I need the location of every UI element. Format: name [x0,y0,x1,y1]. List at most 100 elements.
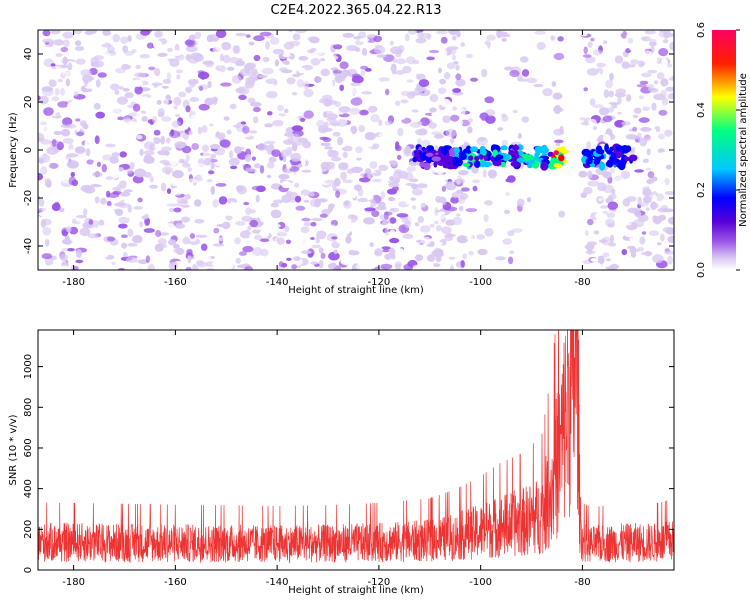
spectrogram-cell [665,164,672,170]
spectrogram-cell [456,48,467,52]
spectrogram-cell [113,208,121,213]
spectrogram-cell [369,161,378,169]
spectrogram-cell [323,121,329,129]
spectrogram-cell [349,87,356,95]
spectrogram-signal-cell [620,145,630,154]
spectrogram-cell [526,196,532,203]
spectrogram-cell [637,247,645,252]
spectrogram-cell [146,42,154,49]
spectrogram-cell [319,37,328,43]
spectrogram-cell [462,253,468,260]
spectrogram-cell [167,239,177,246]
spectrogram-cell [656,72,665,80]
spectrogram-cell [209,143,221,150]
spectrogram-cell [658,133,665,140]
spectrogram-cell [55,66,62,71]
spectrogram-cell [495,135,505,142]
spectrogram-cell [249,219,259,228]
spectrogram-cell [244,65,251,74]
spectrogram-cell [643,102,651,108]
spectrogram-cell [370,114,380,123]
spectrogram-cell [486,34,496,41]
spectrogram-cell [554,139,564,144]
spectrogram-cell [106,200,112,207]
spectrogram-cell [154,265,159,270]
spectrogram-cell [48,71,59,80]
spectrogram-cell [605,79,614,89]
spectrogram-cell [117,96,128,105]
spectrogram-cell [68,51,74,57]
spectrogram-cell [395,69,405,75]
spectrogram-cell [167,47,173,53]
spectrogram-cell [583,87,588,92]
spectrogram-cell [397,107,402,117]
spectrogram-cell [65,78,70,87]
spectrogram-cell [153,83,158,89]
spectrogram-cell [273,199,284,204]
spectrogram-cell [231,68,240,76]
spectrogram-cell [91,220,100,228]
spectrogram-cell [145,255,151,263]
spectrogram-cell [359,236,366,245]
spectrogram-cell [228,150,234,159]
spectrogram-cell [41,87,54,97]
spectrogram-cell [172,183,180,187]
spectrogram-cell [398,248,404,252]
spectrogram-cell [100,197,107,205]
spectrogram-cell [634,210,642,218]
spectrogram-cell [72,265,79,270]
spectrogram-cell [174,223,186,229]
spectrogram-cell [629,246,637,254]
spectrogram-cell [318,198,328,203]
spectrogram-cell [171,120,181,128]
spectrogram-cell [404,51,416,57]
spectrogram-cell [62,39,70,48]
spectrogram-cell [114,89,120,95]
spectrogram-cell [323,80,334,89]
spectrogram-cell [474,123,482,129]
spectrogram-cell [40,125,50,132]
spectrogram-cell [200,255,212,261]
spectrogram-cell [456,235,469,244]
spectrogram-cell [347,215,358,220]
spectrogram-cell [468,250,474,256]
spectrogram-cell [174,141,186,149]
spectrogram-cell [175,79,184,88]
spectrogram-cell [68,176,77,186]
spectrogram-cell [643,134,651,142]
spectrogram-signal-cell [604,143,609,153]
spectrogram-cell [649,55,657,64]
spectrogram-cell [291,91,298,96]
spectrogram-cell [318,106,329,112]
spectrogram-cell [53,39,64,46]
spectrogram-cell [406,79,414,83]
spectrogram-cell [596,62,606,68]
spectrogram-cell [536,123,541,131]
spectrogram-cell [599,267,604,270]
spectrogram-cell [235,60,245,67]
spectrogram-cell [365,147,372,152]
spectrogram-cell [288,30,293,33]
spectrogram-cell [77,152,82,159]
y-tick-label: 0 [23,147,34,153]
spectrogram-cell [181,216,190,223]
spectrogram-cell [414,222,420,227]
spectrogram-cell [153,129,161,136]
spectrogram-cell [215,161,222,166]
spectrogram-cell [61,229,69,237]
spectrogram-cell [56,141,64,151]
spectrogram-cell [120,191,131,197]
spectrogram-cell [592,49,603,56]
spectrogram-cell [193,265,199,270]
spectrogram-signal-cell [468,155,474,161]
spectrogram-cell [340,226,351,235]
spectrogram-cell [530,255,536,264]
spectrogram-cell [75,102,81,107]
spectrogram-cell [411,226,416,235]
spectrogram-cell [212,243,224,247]
spectrogram-cell [127,204,132,213]
spectrogram-cell [615,88,626,95]
spectrogram-cell [302,99,311,108]
spectrogram-cell [392,57,397,64]
spectrogram-cell [303,199,310,203]
